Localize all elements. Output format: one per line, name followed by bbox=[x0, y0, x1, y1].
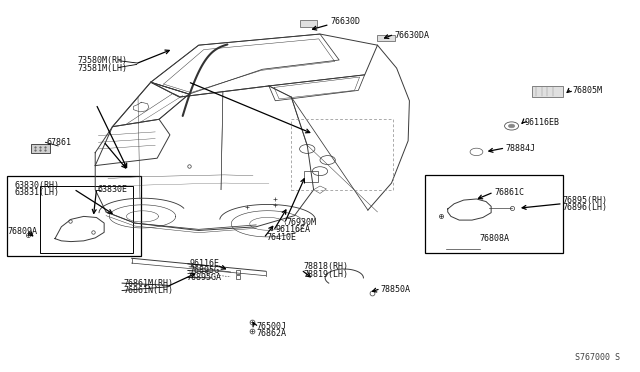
Text: 76500J: 76500J bbox=[256, 321, 286, 331]
Text: 76410E: 76410E bbox=[266, 232, 296, 242]
Bar bbox=[40, 186, 133, 253]
Text: 78819(LH): 78819(LH) bbox=[303, 270, 348, 279]
Text: 76630DA: 76630DA bbox=[395, 31, 429, 40]
Text: 76930M: 76930M bbox=[287, 218, 317, 227]
Text: 76862A: 76862A bbox=[256, 329, 286, 338]
Text: 78818(RH): 78818(RH) bbox=[303, 262, 348, 271]
Bar bbox=[300, 20, 317, 27]
Text: 76895GA: 76895GA bbox=[186, 273, 221, 282]
Text: 76808A: 76808A bbox=[479, 234, 509, 243]
Text: 76895(RH): 76895(RH) bbox=[563, 196, 607, 205]
Text: 78884J: 78884J bbox=[505, 144, 535, 153]
Text: 96116EA: 96116EA bbox=[275, 225, 310, 234]
Text: 76630D: 76630D bbox=[330, 17, 360, 26]
Text: 76896(LH): 76896(LH) bbox=[563, 203, 607, 212]
Bar bbox=[7, 176, 141, 256]
Text: 96116E: 96116E bbox=[189, 259, 220, 268]
Bar bbox=[426, 175, 563, 253]
Circle shape bbox=[508, 124, 515, 128]
Text: 73581M(LH): 73581M(LH) bbox=[77, 64, 127, 73]
Text: 63831(LH): 63831(LH) bbox=[15, 188, 60, 197]
Bar bbox=[304, 171, 318, 182]
Text: 96116EB: 96116EB bbox=[524, 118, 559, 127]
Text: 78850A: 78850A bbox=[381, 285, 411, 294]
Text: 76895G: 76895G bbox=[189, 266, 220, 275]
Text: 76809A: 76809A bbox=[7, 227, 37, 236]
Text: 63830E: 63830E bbox=[98, 185, 128, 194]
Text: 73580M(RH): 73580M(RH) bbox=[77, 56, 127, 65]
Bar bbox=[31, 144, 50, 153]
Text: 76861C: 76861C bbox=[494, 188, 524, 197]
Text: 63830(RH): 63830(RH) bbox=[15, 181, 60, 190]
Text: 76861M(RH): 76861M(RH) bbox=[124, 279, 173, 288]
Bar bbox=[378, 35, 396, 41]
Text: 76861N(LH): 76861N(LH) bbox=[124, 286, 173, 295]
Text: S767000 S: S767000 S bbox=[575, 353, 620, 362]
Text: 76805M: 76805M bbox=[572, 86, 602, 95]
Bar bbox=[532, 86, 563, 97]
Text: 67861: 67861 bbox=[47, 138, 72, 147]
